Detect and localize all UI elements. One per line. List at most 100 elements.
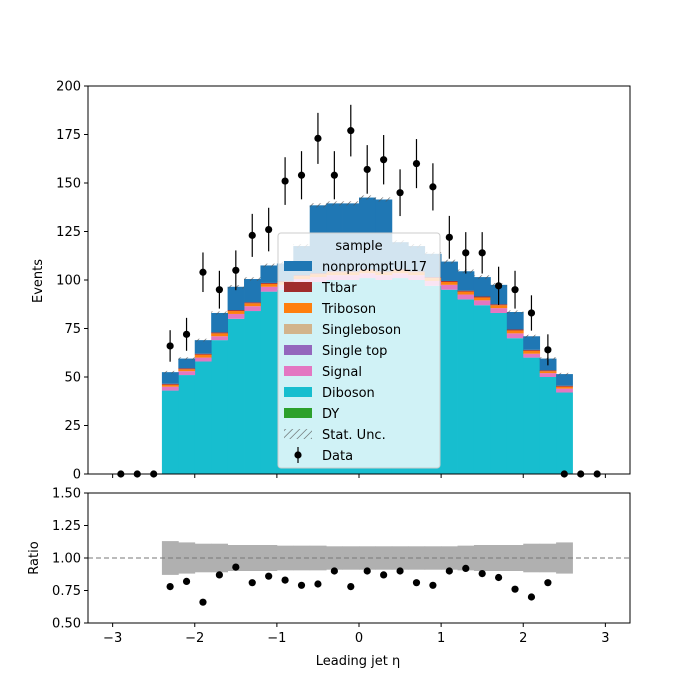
ratio-point-4 [232, 563, 240, 571]
legend-swatch-6 [284, 387, 312, 397]
x-tick-label-0: −3 [103, 631, 122, 646]
data-point-16 [380, 156, 388, 164]
y-tick-label-main-3: 75 [64, 322, 81, 337]
bar-ttbar-21 [457, 290, 475, 292]
ratio-point-20 [495, 573, 503, 582]
bar-diboson-7 [227, 318, 245, 474]
stat-unc-22 [473, 275, 491, 279]
ratio-point-9 [314, 580, 322, 588]
ratio-point-19 [478, 570, 486, 578]
legend-label-3: Singleboson [322, 323, 401, 338]
legend-box [277, 232, 441, 469]
x-tick-label-4: 1 [437, 631, 445, 646]
bar-diboson-27 [556, 392, 573, 474]
data-point-25 [527, 309, 536, 317]
bar-ttbar-3 [161, 383, 179, 385]
bar-ttbar-8 [244, 302, 261, 304]
bar-ttbar-4 [178, 368, 196, 370]
stat-unc-16 [375, 197, 392, 202]
bar-diboson-9 [260, 291, 278, 474]
ratio-point-18 [462, 564, 470, 573]
bar-triboson-23 [490, 305, 508, 309]
data-point-24 [511, 286, 519, 294]
bar-ttbar-5 [194, 353, 212, 355]
stat-unc-13 [326, 201, 343, 206]
ratio-unc-band-9 [309, 545, 327, 571]
ratio-point-10 [330, 567, 338, 575]
bar-signal-20 [441, 284, 458, 290]
bar-signal-7 [227, 313, 245, 319]
x-axis-label: Leading jet η [316, 654, 401, 669]
bar-diboson-22 [473, 305, 491, 474]
data-point-10 [281, 177, 289, 185]
legend-swatch-3 [284, 324, 312, 334]
x-tick-label-6: 3 [601, 631, 609, 646]
ratio-unc-band-10 [326, 546, 343, 570]
stat-unc-4 [178, 357, 195, 360]
bar-signal-26 [539, 373, 557, 377]
bar-nonpromptul17-20 [441, 261, 458, 281]
y-tick-label-main-5: 125 [56, 225, 81, 240]
bar-diboson-23 [490, 312, 508, 474]
legend-label-1: Ttbar [321, 281, 357, 296]
bar-triboson-22 [473, 297, 491, 301]
ratio-point-14 [396, 567, 404, 575]
ratio-point-23 [544, 579, 552, 587]
data-point-13 [330, 171, 338, 179]
legend-label-9: Data [322, 449, 353, 464]
ratio-unc-band-7 [276, 545, 294, 571]
y-tick-label-main-1: 25 [64, 419, 81, 434]
legend-swatch-1 [284, 282, 312, 292]
legend-label-2: Triboson [321, 302, 376, 317]
ratio-unc-band-13 [375, 546, 393, 570]
bar-triboson-7 [227, 311, 245, 314]
data-point-23 [495, 282, 503, 290]
legend-swatch-0 [284, 261, 312, 271]
bar-signal-24 [506, 333, 524, 339]
legend-swatch-9 [294, 447, 302, 463]
y-tick-label-main-8: 200 [56, 80, 81, 95]
y-tick-label-ratio-4: 1.50 [52, 487, 81, 502]
bar-nonpromptul17-25 [523, 336, 541, 350]
y-tick-label-ratio-1: 0.75 [52, 584, 81, 599]
bar-nonpromptul17-9 [260, 265, 278, 283]
ratio-point-13 [380, 571, 388, 579]
x-tick-label-1: −2 [185, 631, 204, 646]
y-axis-label-main: Events [31, 259, 46, 303]
data-point-15 [363, 165, 371, 174]
data-point-20 [445, 233, 453, 241]
ratio-point-7 [281, 576, 289, 584]
data-point-11 [297, 171, 306, 179]
data-point-19 [429, 183, 437, 191]
legend-label-0: nonpromptUL17 [322, 260, 427, 275]
ratio-point-17 [445, 567, 453, 575]
y-axis-label-ratio: Ratio [27, 541, 42, 574]
bar-triboson-8 [244, 303, 261, 307]
ratio-point-22 [527, 593, 536, 601]
bar-nonpromptul17-22 [473, 277, 491, 297]
bar-ttbar-9 [260, 282, 278, 284]
ratio-point-15 [412, 579, 421, 587]
ratio-point-6 [265, 572, 273, 580]
data-point-12 [314, 134, 322, 142]
ratio-point-3 [215, 571, 223, 579]
legend-swatch-5 [284, 366, 312, 376]
bar-diboson-25 [523, 357, 541, 474]
bar-diboson-24 [506, 338, 524, 474]
bar-signal-22 [473, 300, 491, 306]
bar-triboson-20 [441, 281, 458, 285]
stat-unc-3 [161, 370, 179, 374]
ratio-plot: 0.50 0.75 1.00 1.25 1.50 −3 −2 −1 0 1 2 3 [52, 487, 631, 646]
data-point-21 [462, 249, 470, 257]
data-point-18 [412, 160, 421, 168]
y-tick-label-main-6: 150 [56, 177, 81, 192]
data-point-4 [182, 330, 191, 338]
y-tick-label-ratio-0: 0.50 [52, 617, 81, 632]
bar-nonpromptul17-6 [211, 312, 229, 333]
legend-label-8: Stat. Unc. [322, 428, 386, 443]
bar-nonpromptul17-7 [227, 286, 245, 311]
bar-signal-25 [523, 353, 541, 358]
bar-nonpromptul17-8 [244, 279, 261, 303]
stat-unc-9 [260, 263, 277, 268]
